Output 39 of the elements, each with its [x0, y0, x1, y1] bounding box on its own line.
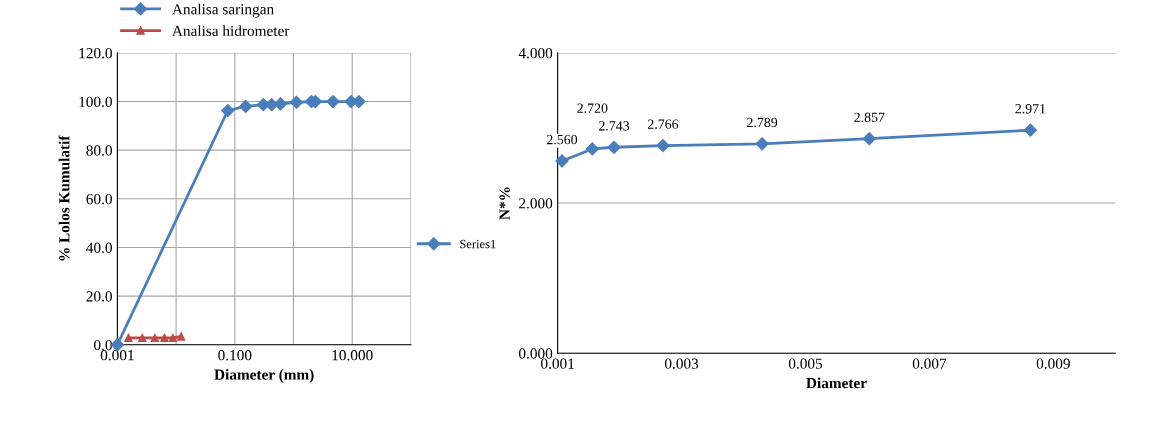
y-tick-label: 20.0: [86, 291, 112, 302]
point: [656, 138, 670, 153]
point: [862, 132, 876, 146]
point: [607, 140, 621, 154]
data-label: 2.720: [577, 103, 608, 113]
y-tick-label: 120.0: [79, 48, 112, 59]
x-axis-title: Diameter (mm): [214, 369, 314, 383]
point: [585, 142, 599, 156]
legend-label: Series1: [460, 239, 496, 249]
y-axis-title: N*%: [499, 187, 510, 220]
x-tick-label: 0.100: [218, 350, 252, 361]
y-tick-label: 0.000: [519, 348, 553, 359]
x-tick-label: 0.009: [1036, 358, 1070, 369]
data-label: 2.743: [599, 121, 630, 131]
x-tick-label: 0.001: [541, 358, 574, 369]
y-tick-label: 40.0: [86, 242, 112, 253]
y-tick-label: 100.0: [79, 96, 112, 108]
x-tick-label: 0.003: [664, 358, 699, 369]
x-tick-label: 0.005: [788, 358, 823, 369]
y-tick-label: 80.0: [86, 145, 112, 156]
y-axis-title: % Lolos Kumulatif: [58, 135, 70, 261]
point: [555, 154, 569, 168]
x-tick-label: 0.007: [912, 358, 947, 369]
y-tick-label: 0.0: [94, 339, 112, 351]
data-label: 2.857: [854, 112, 885, 123]
y-tick-label: 60.0: [86, 193, 112, 205]
x-tick-label: 0.001: [100, 350, 134, 361]
y-tick-label: 4.000: [518, 48, 553, 59]
legend-label: Analisa saringan: [172, 3, 274, 18]
x-axis-title: Diameter: [806, 377, 867, 389]
data-label: 2.789: [747, 117, 778, 128]
point: [1023, 123, 1038, 137]
data-label: 2.971: [1015, 104, 1046, 114]
data-label: 2.560: [546, 134, 578, 145]
data-label: 2.766: [647, 119, 679, 129]
point: [755, 137, 769, 151]
y-tick-label: 2.000: [519, 198, 553, 209]
x-tick-label: 10.000: [332, 350, 373, 361]
legend-label: Analisa hidrometer: [172, 25, 290, 37]
